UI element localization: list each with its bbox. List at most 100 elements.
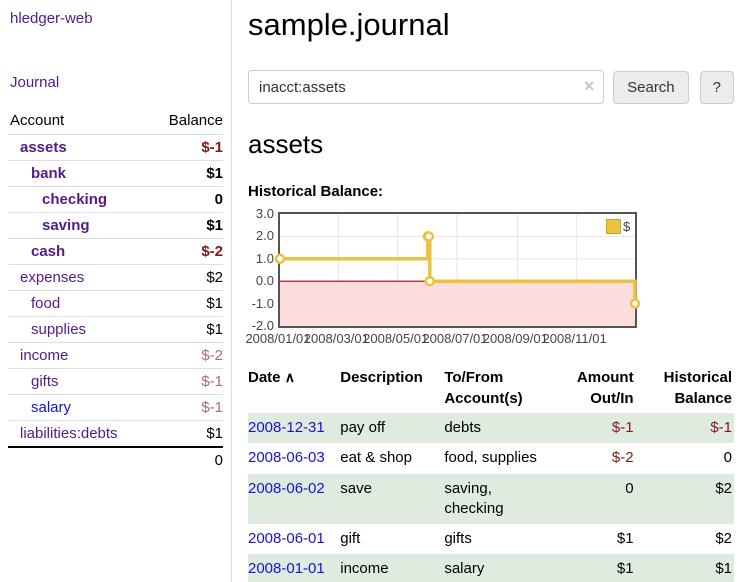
transaction-date-link[interactable]: 2008-06-01: [248, 530, 325, 547]
transaction-balance: $-1: [710, 419, 732, 436]
register-header-description: Description: [340, 369, 423, 386]
register-row: 2008-06-03 eat & shop food, supplies $-2 0: [248, 443, 734, 473]
x-axis-tick-label: 2008/03/01: [303, 331, 369, 346]
account-link[interactable]: checking: [42, 191, 108, 208]
account-balance: $1: [150, 420, 223, 447]
data-point: [423, 231, 435, 242]
transaction-accounts: saving, checking: [444, 479, 504, 517]
account-balance: 0: [150, 186, 223, 213]
account-link[interactable]: expenses: [20, 269, 85, 286]
account-link[interactable]: supplies: [31, 321, 87, 338]
x-axis-tick-label: 2008/05/01: [363, 331, 429, 346]
sidebar: hledger-web Journal Account Balance asse…: [0, 0, 232, 582]
page-title: sample.journal: [248, 7, 450, 42]
account-balance: $-2: [150, 342, 223, 369]
accounts-total-row: 0: [8, 446, 223, 473]
account-link[interactable]: cash: [31, 243, 66, 260]
accounts-table: Account Balance assets $-1 bank $1 checking 0…: [8, 108, 223, 473]
x-axis-tick-label: 2008/01/01: [245, 331, 311, 346]
account-link[interactable]: salary: [31, 399, 72, 416]
transaction-description: gift: [340, 530, 361, 547]
account-balance: $-1: [150, 134, 223, 161]
account-link[interactable]: liabilities:debts: [20, 425, 118, 442]
account-row: liabilities:debts $1: [8, 420, 223, 447]
x-axis-tick-label: 2008/11/01: [542, 331, 607, 346]
search-form: ✕ Search ?: [248, 70, 734, 104]
account-row: supplies $1: [8, 316, 223, 343]
transaction-date-link[interactable]: 2008-06-03: [248, 449, 325, 467]
register-table: Date ∧ Description To/From Account(s) Am…: [248, 365, 734, 582]
app-title-link[interactable]: hledger-web: [10, 10, 93, 27]
accounts-total-spacer: [8, 446, 151, 473]
register-row: 2008-01-01 income salary $1 $1: [248, 554, 734, 582]
account-link[interactable]: assets: [20, 139, 67, 156]
legend-label: $: [623, 219, 631, 234]
account-row: gifts $-1: [8, 368, 223, 395]
transaction-date-link[interactable]: 2008-12-31: [248, 419, 325, 436]
account-row: checking 0: [8, 186, 223, 213]
account-row: salary $-1: [8, 394, 223, 421]
account-heading: assets: [248, 129, 324, 159]
account-row: income $-2: [8, 342, 223, 369]
chart-plot-area: [274, 212, 641, 328]
transaction-description: eat & shop: [340, 449, 412, 467]
search-input[interactable]: [248, 70, 605, 104]
account-row: bank $1: [8, 160, 223, 187]
legend-swatch-icon: [606, 219, 621, 234]
transaction-accounts: gifts: [444, 530, 472, 547]
y-axis-tick-label: -2.0: [251, 318, 274, 333]
account-balance: $-2: [150, 238, 223, 265]
account-link[interactable]: income: [20, 347, 69, 364]
transaction-balance: $2: [715, 479, 732, 497]
y-axis-tick-label: 2.0: [255, 228, 274, 244]
accounts-header-row: Account Balance: [8, 108, 223, 135]
account-balance: $1: [150, 160, 223, 187]
accounts-header-account: Account: [10, 112, 65, 129]
account-row: expenses $2: [8, 264, 223, 291]
account-row: food $1: [8, 290, 223, 317]
account-balance: $1: [150, 316, 223, 343]
accounts-total-value: 0: [150, 446, 223, 473]
register-header-amount: Amount Out/In: [576, 369, 634, 407]
x-axis-tick-label: 2008/07/01: [422, 331, 488, 346]
account-link[interactable]: food: [31, 295, 61, 312]
account-balance: $-1: [150, 394, 223, 421]
account-link[interactable]: bank: [31, 165, 67, 182]
account-balance: $-1: [150, 368, 223, 395]
y-axis-tick-label: 1.0: [255, 250, 274, 266]
main-content: sample.journal ✕ Search ? assets Histori…: [233, 0, 742, 582]
clear-search-icon[interactable]: ✕: [583, 78, 596, 94]
transaction-amount: $1: [616, 560, 634, 578]
sidebar-item-journal[interactable]: Journal: [10, 74, 60, 91]
search-input-wrap: ✕: [248, 70, 605, 104]
transaction-description: pay off: [340, 419, 386, 436]
data-point: [274, 253, 286, 265]
transaction-amount: $-2: [611, 449, 634, 467]
account-balance: $1: [150, 290, 223, 317]
data-point: [629, 298, 641, 309]
account-link[interactable]: saving: [42, 217, 90, 234]
transaction-description: income: [340, 560, 389, 578]
search-button[interactable]: Search: [613, 70, 689, 104]
transaction-accounts: salary: [444, 560, 485, 578]
historical-balance-chart: $ 3.0 2.0 1.0 0.0 -1.0 -2.0 2008/01/01 2008/03/…: [245, 206, 734, 346]
sort-ascending-icon: ∧: [284, 369, 295, 385]
transaction-balance: $2: [715, 530, 732, 547]
x-axis-tick-label: 2008/09/01: [482, 331, 548, 346]
help-button[interactable]: ?: [699, 70, 734, 104]
chart-label: Historical Balance:: [248, 183, 384, 200]
transaction-date-link[interactable]: 2008-06-02: [248, 479, 325, 497]
transaction-date-link[interactable]: 2008-01-01: [248, 560, 325, 578]
register-header-date[interactable]: Date ∧: [248, 369, 295, 386]
transaction-amount: $-1: [611, 419, 634, 436]
transaction-accounts: debts: [444, 419, 482, 436]
y-axis-tick-label: 3.0: [255, 206, 274, 221]
chart-legend: $: [606, 219, 630, 234]
register-header-balance: Historical Balance: [663, 369, 732, 407]
transaction-description: save: [340, 479, 372, 497]
account-balance: $2: [150, 264, 223, 291]
account-link[interactable]: gifts: [31, 373, 59, 390]
account-row: assets $-1: [8, 134, 223, 161]
register-row: 2008-06-01 gift gifts $1 $2: [248, 524, 734, 554]
